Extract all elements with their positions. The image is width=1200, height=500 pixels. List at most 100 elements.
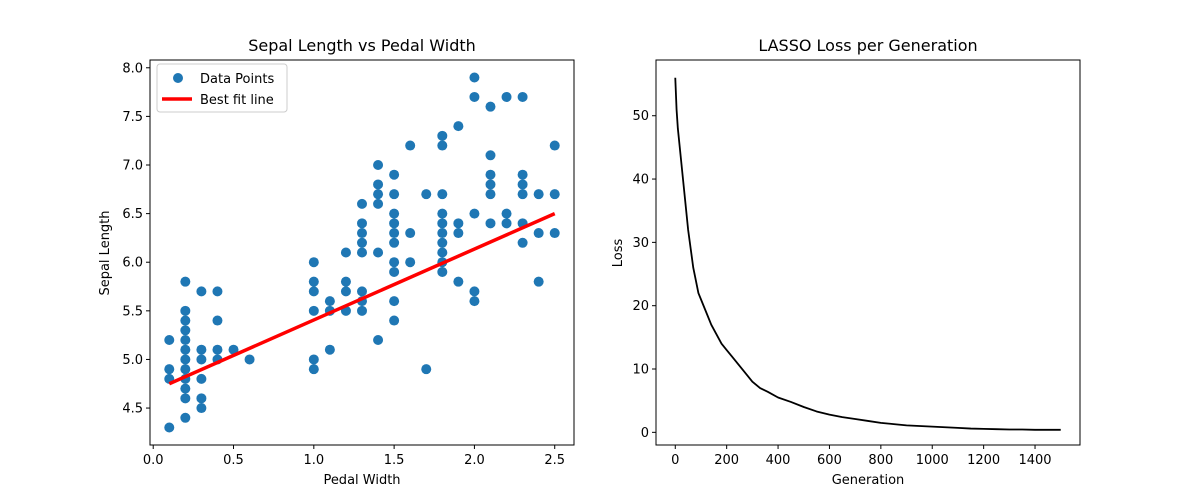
data-point [405,257,416,268]
data-point [340,276,351,287]
data-point [501,208,512,219]
data-point [357,228,367,239]
data-point [373,247,384,258]
y-tick-label: 0 [641,426,649,441]
x-tick-label: 2.5 [544,453,565,468]
chart-title: Sepal Length vs Pedal Width [248,36,476,55]
data-point [549,140,560,151]
y-axis-label: Sepal Length [98,210,113,295]
y-tick-label: 6.0 [122,256,143,271]
y-tick-label: 50 [632,109,649,124]
legend-label-data-points: Data Points [200,72,274,87]
x-tick-label: 1.5 [384,453,405,468]
data-point [485,179,496,190]
y-tick-label: 7.5 [122,110,143,125]
data-point [180,276,191,287]
data-point [212,315,223,326]
data-point [180,305,191,316]
data-point [517,91,528,102]
data-point [180,364,191,375]
data-point [405,228,416,239]
data-point [212,286,223,297]
legend: Data Points Best fit line [156,63,288,113]
data-point [196,373,207,384]
data-point [196,393,207,404]
data-point [308,305,319,316]
data-point [485,169,496,180]
data-point [180,325,191,336]
data-point [164,335,175,345]
data-point [437,218,448,229]
best-fit-line [168,212,556,386]
data-point [453,218,464,229]
data-point [196,344,207,355]
data-point [180,383,191,394]
data-point [437,247,448,258]
data-point [357,237,367,248]
axes-frame [149,59,575,446]
data-point [340,286,351,297]
data-point [164,364,175,375]
data-point [453,121,464,132]
data-point [357,218,367,229]
data-point [196,403,207,414]
data-point [389,218,400,229]
data-point [196,354,207,365]
x-tick-label: 600 [817,453,842,468]
data-point [517,189,528,200]
y-tick-label: 5.5 [122,304,143,319]
data-point [453,276,464,287]
data-point [340,247,351,258]
axes-frame [655,59,1081,446]
data-point [373,198,384,209]
data-point [357,286,367,297]
y-tick-label: 30 [632,236,649,251]
data-point [469,208,480,219]
y-axis-label: Loss [611,239,626,268]
data-point [389,266,400,277]
data-point [244,354,255,365]
plot-area: 0.0 0.5 1.0 1.5 2.0 2.5 4.5 5.0 5.5 6.0 6.5 7.0 7.5 8… [122,59,575,468]
data-point [180,393,191,404]
data-point [533,276,544,287]
x-tick-label: 1400 [1018,453,1051,468]
data-point [196,286,207,297]
y-tick-label: 6.5 [122,207,143,222]
data-point [517,179,528,190]
x-tick-label: 800 [868,453,893,468]
data-point [212,344,223,355]
plot-area: 0 200 400 600 800 1000 1200 1400 0 10 20 30 40 50 [632,59,1081,468]
x-axis-label: Generation [832,473,905,488]
data-point [324,296,335,307]
data-point [180,315,191,326]
data-point [180,354,191,365]
data-point [549,228,560,239]
x-axis-label: Pedal Width [323,473,400,488]
data-point [308,286,319,297]
data-point [389,315,400,326]
data-point [180,344,191,355]
data-point [180,335,191,345]
data-point [389,257,400,268]
data-point [389,208,400,219]
data-point [549,189,560,200]
data-point [453,228,464,239]
data-point [437,208,448,219]
data-point [308,257,319,268]
data-point [517,237,528,248]
data-point [469,91,480,102]
data-point [437,140,448,151]
y-tick-label: 8.0 [122,61,143,76]
x-tick-label: 2.0 [464,453,485,468]
data-point [324,344,335,355]
y-tick-label: 5.0 [122,353,143,368]
data-point [437,237,448,248]
data-point [485,150,496,161]
data-point [533,189,544,200]
y-tick-label: 7.0 [122,159,143,174]
y-tick-label: 10 [632,363,649,378]
data-point [389,237,400,248]
data-point [373,335,384,345]
data-point [228,344,239,355]
